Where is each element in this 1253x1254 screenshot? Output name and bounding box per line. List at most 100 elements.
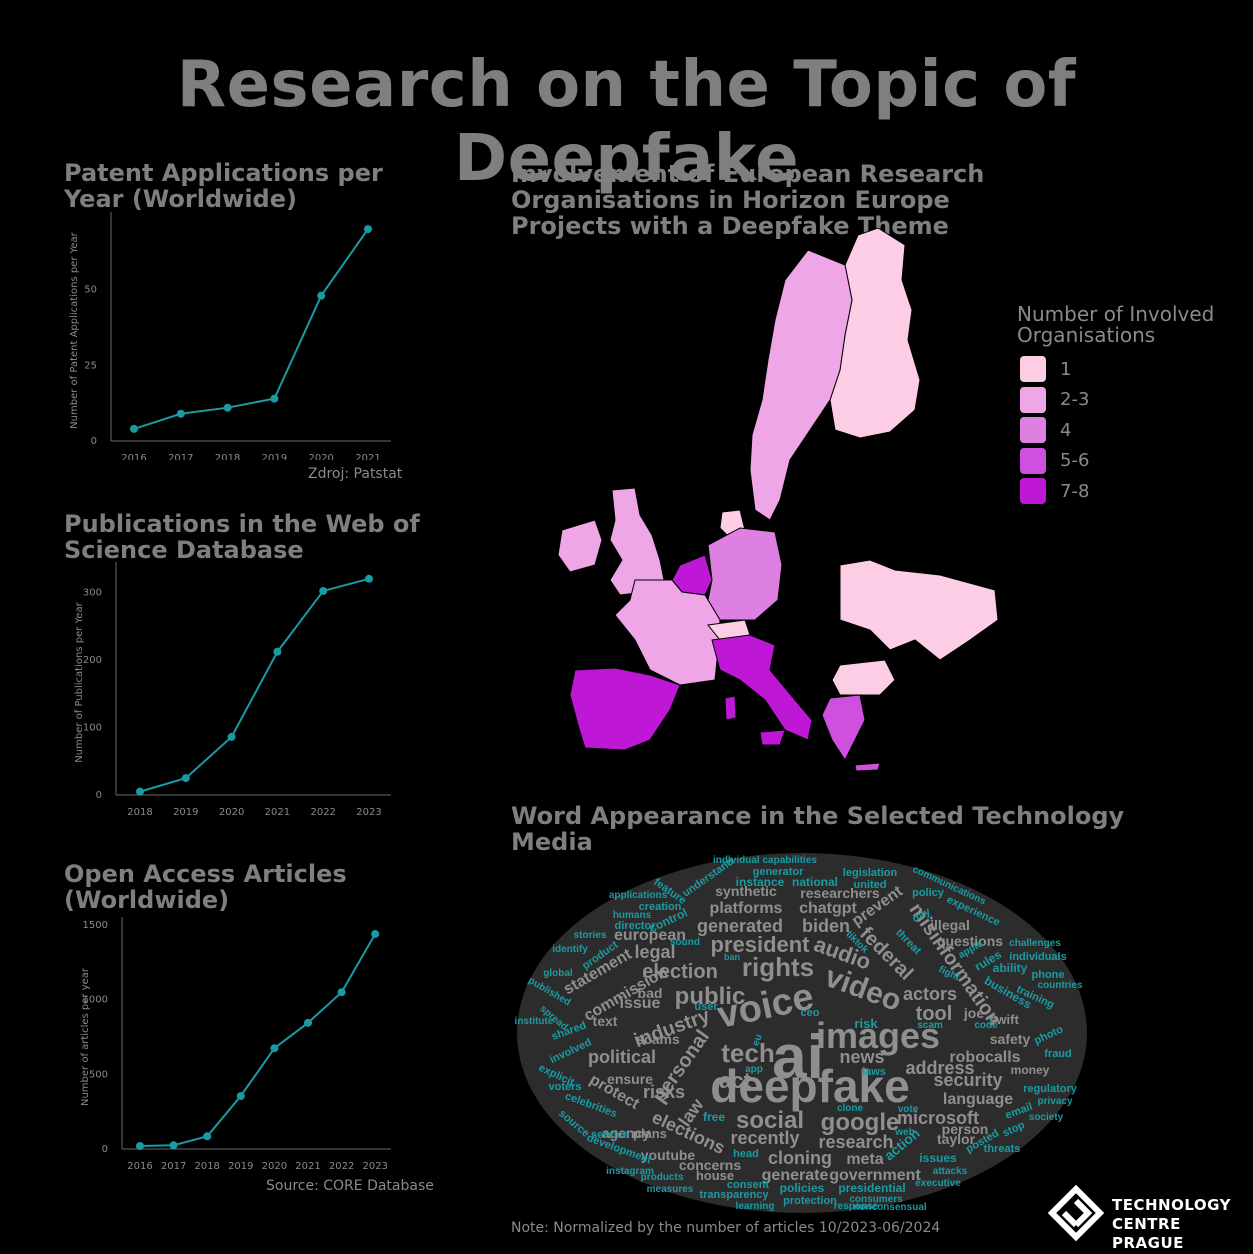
x-tick-label: 2023 [356, 807, 381, 818]
cloud-word: cloning [768, 1148, 832, 1168]
x-tick-label: 2023 [362, 1161, 387, 1172]
cloud-word: security [933, 1070, 1002, 1090]
cloud-word: issue [620, 995, 661, 1012]
y-tick-label: 25 [84, 360, 97, 371]
cloud-word: person [942, 1121, 989, 1137]
cloud-word: house [696, 1168, 734, 1183]
y-tick-label: 0 [102, 1144, 108, 1155]
cloud-word: legislation [843, 867, 898, 879]
cloud-word: instance [736, 875, 785, 889]
y-tick-label: 200 [83, 655, 102, 666]
x-tick-label: 2019 [262, 453, 287, 460]
cloud-word: generated [697, 916, 783, 936]
y-axis-label: Number of Patent Applications per Year [69, 231, 80, 429]
map-france [614, 579, 721, 686]
cloud-word: stories [574, 930, 607, 941]
cloud-word: ability [993, 961, 1028, 975]
x-tick-label: 2022 [310, 807, 335, 818]
cloud-word: actors [903, 984, 957, 1004]
cloud-word: instagram [606, 1166, 654, 1177]
data-point [227, 732, 236, 741]
cloud-word: vote [898, 1104, 919, 1115]
cloud-word: individual capabilities [713, 855, 817, 866]
cloud-word: service [591, 1129, 629, 1141]
cloud-word: questions [937, 933, 1003, 949]
cloud-word: united [854, 879, 887, 891]
data-point [364, 225, 372, 234]
cloud-word: free [703, 1110, 725, 1124]
y-tick-label: 1500 [83, 920, 108, 931]
cloud-word: creation [639, 901, 682, 913]
data-point [181, 774, 190, 783]
cloud-word: ensure [607, 1071, 653, 1087]
data-point [203, 1132, 212, 1141]
legend-swatch [1020, 478, 1046, 505]
data-point [319, 586, 328, 595]
cloud-word: recently [730, 1128, 799, 1148]
cloud-word: government [829, 1167, 921, 1184]
cloud-word: concerns [679, 1157, 741, 1173]
cloud-word: news [839, 1047, 884, 1067]
map-ukraine [839, 559, 999, 661]
x-tick-label: 2016 [127, 1161, 152, 1172]
data-point [270, 1044, 279, 1053]
cloud-word: society [1029, 1112, 1064, 1123]
map-uk [609, 487, 666, 596]
x-tick-label: 2019 [228, 1161, 253, 1172]
cloud-word: legal [634, 942, 675, 962]
map-ireland [557, 519, 603, 573]
word-cloud-backdrop [517, 853, 1087, 1213]
map-spain [569, 667, 681, 751]
map-italy [711, 634, 813, 741]
cloud-word: clone [837, 1103, 864, 1114]
cloud-word: joe [963, 1005, 984, 1021]
cloud-word: products [641, 1172, 684, 1183]
wordcloud-note: Note: Normalized by the number of articl… [511, 1220, 941, 1236]
legend-item: 7-8 [1020, 476, 1089, 507]
cloud-word: scams [636, 1031, 680, 1047]
data-point [169, 1141, 178, 1150]
cloud-word: research [818, 1132, 893, 1152]
cloud-word: measures [647, 1184, 694, 1195]
y-tick-label: 50 [84, 285, 97, 296]
cloud-word: social [736, 1107, 804, 1134]
data-point [337, 988, 346, 997]
legend-item: 1 [1020, 354, 1089, 385]
cloud-word: phone [1032, 969, 1065, 981]
data-point [371, 929, 380, 938]
legend-item: 4 [1020, 415, 1089, 446]
cloud-word: countries [1037, 980, 1082, 991]
chart1-source: Zdroj: Patstat [308, 466, 403, 482]
technology-centre-logo-icon [1047, 1184, 1105, 1242]
cloud-word: risks [643, 1082, 685, 1102]
legend-label: 2-3 [1060, 389, 1090, 411]
map-legend-title: Number of Involved Organisations [1017, 302, 1215, 347]
cloud-word: european [614, 927, 686, 944]
x-tick-label: 2020 [262, 1161, 287, 1172]
map-title: Involvement of European Research Organis… [511, 160, 985, 240]
data-point [365, 574, 373, 583]
cloud-word: researchers [800, 885, 880, 901]
map-central [777, 559, 841, 626]
cloud-word: ceo [801, 1007, 820, 1019]
cloud-word: president [710, 932, 810, 957]
x-tick-label: 2022 [329, 1161, 354, 1172]
cloud-word: deepfake [710, 1060, 909, 1112]
wordcloud-title: Word Appearance in the Selected Technolo… [511, 802, 1125, 856]
cloud-word: public [675, 983, 746, 1010]
cloud-word: humans [613, 910, 652, 921]
cloud-word: attacks [933, 1166, 968, 1177]
series-line [139, 933, 377, 1148]
data-point [176, 409, 185, 418]
x-tick-label: 2018 [194, 1161, 219, 1172]
cloud-word: user [694, 1001, 718, 1013]
cloud-word: language [943, 1091, 1013, 1108]
y-tick-label: 300 [83, 587, 102, 598]
cloud-word: tool [916, 1003, 953, 1025]
cloud-word: institute [515, 1016, 554, 1027]
data-point [223, 403, 232, 412]
legend-swatch [1020, 356, 1046, 383]
cloud-word: scam [917, 1020, 943, 1031]
cloud-word: address [905, 1058, 974, 1078]
cloud-word: laws [862, 1066, 886, 1078]
